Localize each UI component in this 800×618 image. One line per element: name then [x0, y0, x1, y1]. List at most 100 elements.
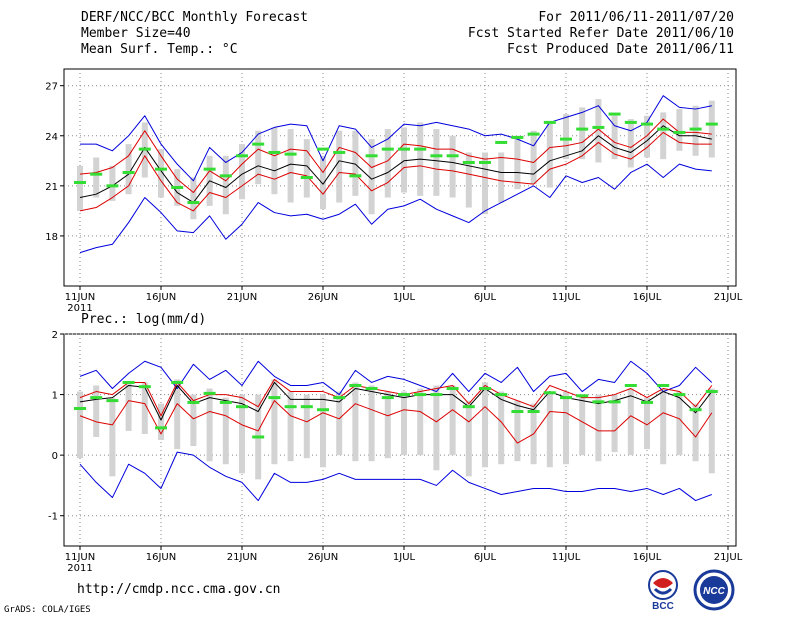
prec-ensemble-bar — [158, 403, 164, 440]
temp-ytick-label: 18 — [45, 232, 58, 243]
temp-xtick-label: 11JUL — [552, 292, 581, 303]
temp-ytick-label: 21 — [45, 182, 58, 193]
temp-ensemble-bar — [352, 130, 359, 196]
prec-xtick-label: 11JUL — [552, 552, 581, 563]
prec-ytick-label: 2 — [52, 330, 58, 341]
temp-ensemble-bar — [692, 105, 699, 156]
prec-ensemble-bar — [125, 382, 132, 431]
prec-ensemble-bar — [352, 382, 359, 462]
temp-xtick-label: 21JUN — [227, 292, 257, 303]
prec-ensemble-bar — [93, 385, 100, 437]
temp-xtick-label: 6JUL — [474, 292, 497, 303]
temp-ensemble-bar — [158, 149, 164, 198]
temp-mean-line — [79, 125, 712, 204]
prec-ensemble-bar — [465, 400, 472, 477]
temp-ensemble-bar — [449, 135, 456, 198]
temp-ensemble-bar — [287, 129, 294, 203]
prec-ensemble-bar — [498, 391, 505, 465]
temp-ensemble-bar — [93, 157, 100, 198]
temp-ensemble-bar — [271, 127, 278, 195]
source-url: http://cmdp.ncc.cma.gov.cn — [77, 582, 281, 597]
temp-ensemble-bar — [611, 115, 618, 160]
prec-ensemble-bar — [77, 391, 83, 459]
temp-ensemble-bar — [433, 129, 440, 196]
prec-ensemble-bar — [676, 391, 683, 456]
temp-ensemble-bar — [595, 99, 602, 163]
temp-ensemble-bar — [579, 107, 586, 160]
prec-ensemble-bar — [141, 382, 148, 434]
prec-max-line — [79, 360, 713, 396]
temp-xtick-label: 26JUN — [308, 292, 338, 303]
prec-ensemble-bar — [692, 403, 699, 462]
prec-xtick-label: 21JUL — [714, 552, 743, 563]
prec-ensemble-bar — [482, 382, 488, 468]
prec-ensemble-bar — [320, 394, 326, 468]
prec-ensemble-bar — [368, 385, 375, 462]
temp-ensemble-bar — [77, 165, 83, 211]
prec-min-line — [79, 451, 712, 502]
prec-ensemble-bar — [546, 391, 553, 468]
prec-plot-frame — [63, 333, 737, 547]
temp-ensemble-bar — [465, 152, 472, 208]
temp-upper-line — [79, 118, 712, 194]
temp-ensemble-bar — [514, 135, 521, 190]
temp-xtick-label: 1JUL — [393, 292, 416, 303]
prec-ensemble-bar — [109, 397, 116, 477]
prec-ensemble-bar — [384, 391, 391, 459]
temp-plot-frame — [63, 68, 737, 287]
prec-ensemble-bar — [336, 391, 343, 456]
temp-ensemble-bar — [644, 115, 650, 158]
temp-ensemble-bar — [255, 130, 262, 185]
prec-ensemble-bar — [595, 394, 602, 462]
temp-ensemble-bar — [368, 139, 375, 215]
temp-ensemble-bar — [482, 152, 488, 215]
temp-xtick-label: 16JUL — [633, 292, 662, 303]
bcc-logo-text: BCC — [652, 601, 674, 611]
temp-lower-line — [79, 131, 712, 212]
bcc-logo-icon: BCC — [648, 570, 678, 611]
temp-ensemble-bar — [303, 139, 310, 198]
prec-ensemble-bar — [401, 391, 407, 456]
prec-ensemble-bar — [563, 391, 569, 465]
prec-ensemble-bar — [660, 388, 667, 465]
prec-ensemble-bar — [449, 385, 456, 456]
prec-panel-title: Prec.: log(mm/d) — [81, 312, 206, 327]
prec-ensemble-bar — [287, 391, 294, 462]
forecast-title: DERF/NCC/BCC Monthly Forecast — [81, 10, 308, 25]
temp-ensemble-bar — [336, 130, 343, 203]
prec-ensemble-bar — [514, 400, 521, 462]
temp-ensemble-bar — [109, 165, 116, 201]
prec-lower-line — [79, 400, 713, 444]
temp-ensemble-bar — [563, 114, 569, 160]
temp-ensemble-bar — [660, 112, 667, 160]
temp-ensemble-bar — [239, 144, 245, 200]
prec-ytick-label: 0 — [52, 451, 58, 462]
produced-date: Fcst Produced Date 2011/06/11 — [507, 42, 734, 57]
prec-year-label: 2011 — [67, 563, 92, 574]
prec-ensemble-bar — [627, 388, 634, 456]
temp-ensemble-bar — [546, 122, 553, 188]
ncc-logo-icon: NCC — [693, 569, 735, 611]
prec-ensemble-bar — [239, 394, 245, 474]
prec-ensemble-bar — [174, 379, 181, 450]
member-size: Member Size=40 — [81, 26, 191, 41]
prec-ensemble-bar — [708, 388, 715, 474]
temp-ensemble-bar — [125, 144, 132, 195]
prec-ensemble-bar — [271, 379, 278, 465]
prec-ytick-label: 1 — [52, 391, 58, 402]
temp-ytick-label: 27 — [45, 82, 58, 93]
temp-ytick-label: 24 — [45, 132, 58, 143]
prec-ensemble-bar — [417, 388, 424, 456]
temp-min-line — [79, 163, 712, 254]
temp-max-line — [80, 95, 712, 182]
prec-xtick-label: 11JUN — [65, 552, 95, 563]
prec-xtick-label: 26JUN — [308, 552, 338, 563]
ncc-logo-text: NCC — [703, 586, 725, 597]
prec-ensemble-bar — [190, 394, 197, 447]
grads-credit: GrADS: COLA/IGES — [4, 605, 91, 615]
refer-date: Fcst Started Refer Date 2011/06/10 — [467, 26, 734, 41]
prec-ensemble-bar — [206, 388, 213, 462]
prec-mean-line — [79, 381, 713, 421]
header-right: For 2011/06/11-2011/07/20 Fcst Started Re… — [468, 10, 734, 58]
